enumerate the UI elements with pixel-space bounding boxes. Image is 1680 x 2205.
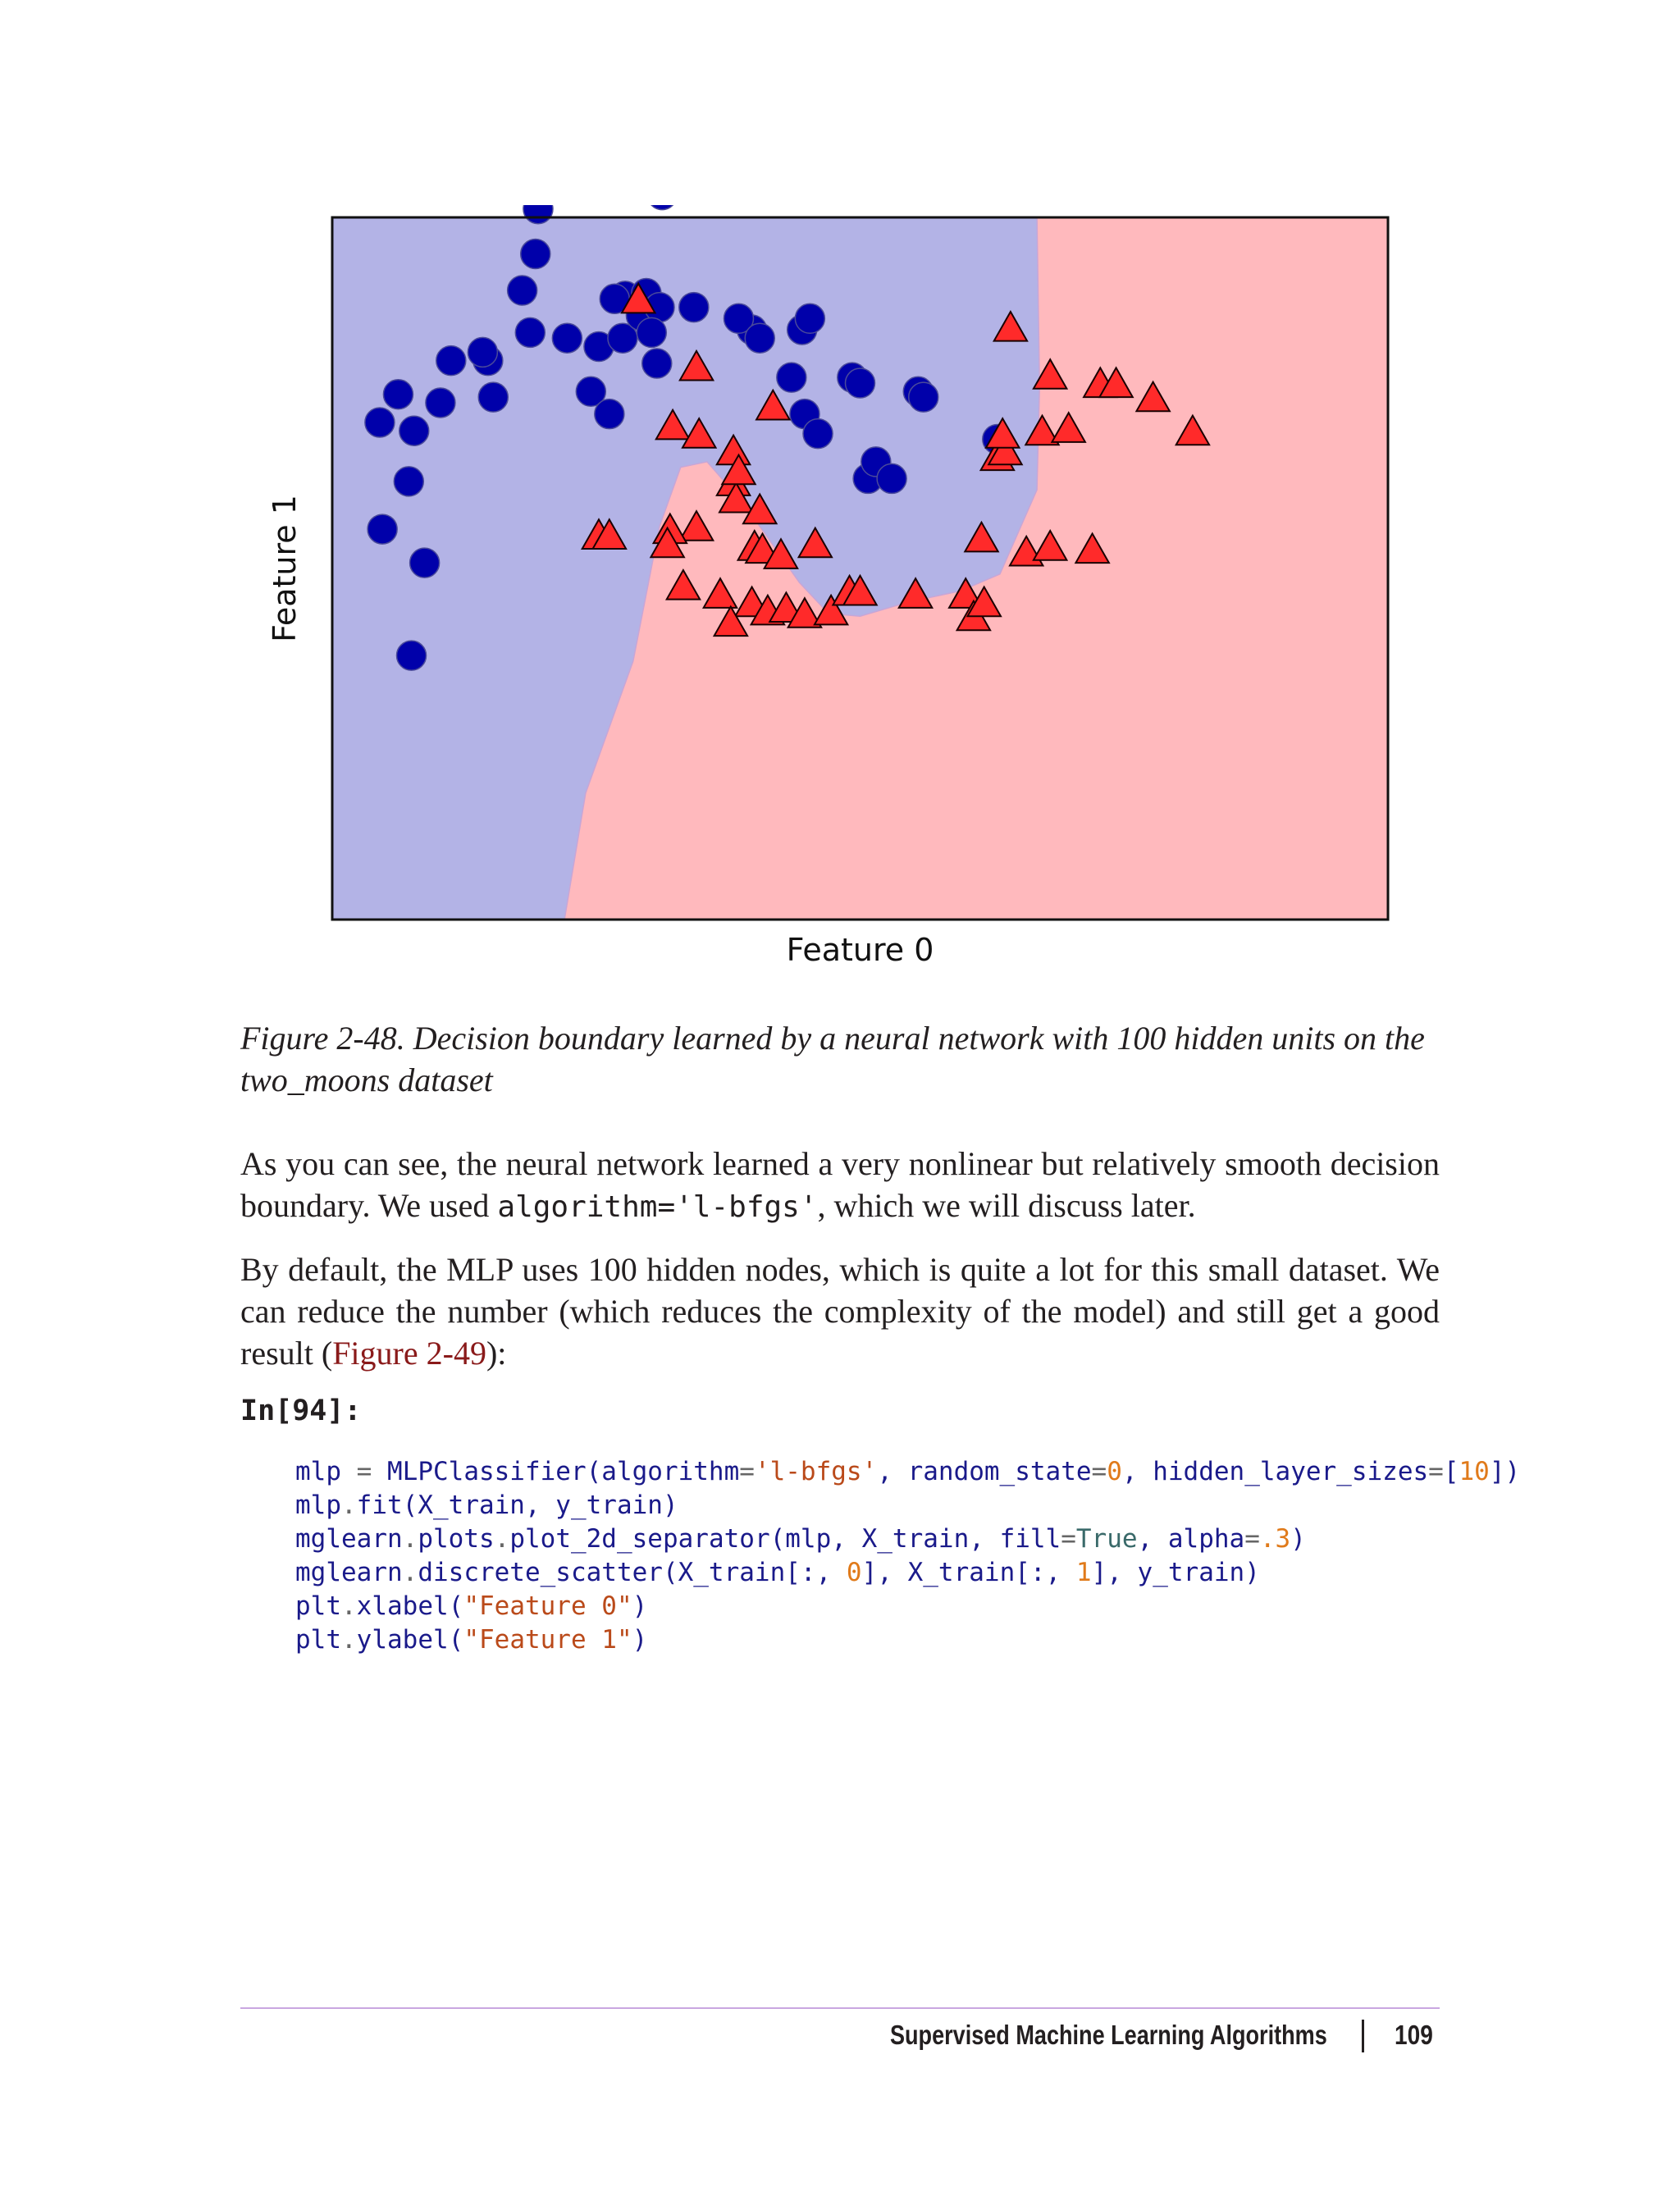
class-0-point	[575, 376, 607, 408]
class-1-point	[681, 417, 718, 449]
class-1-point	[742, 492, 778, 525]
code-cell-label: In[94]:	[240, 1395, 362, 1427]
class-0-point	[393, 466, 425, 497]
class-1-point	[1134, 380, 1171, 413]
code-line-6: plt.ylabel("Feature 1")	[295, 1625, 648, 1655]
class-1-point	[842, 573, 879, 606]
class-1-point	[963, 520, 1000, 553]
para1-text-a: As you can see, the neural network learn…	[240, 1145, 1440, 1224]
class-0-point	[382, 378, 414, 410]
code-block: mlp = MLPClassifier(algorithm='l-bfgs', …	[295, 1455, 1520, 1657]
class-1-point	[701, 577, 738, 609]
class-0-point	[723, 303, 755, 335]
inline-code: algorithm='l-bfgs'	[497, 1190, 818, 1224]
class-1-point	[1074, 532, 1111, 564]
class-0-point	[794, 303, 826, 335]
class-1-point	[1098, 366, 1134, 399]
class-1-point	[655, 408, 692, 441]
class-1-point	[786, 596, 823, 628]
class-1-point	[620, 281, 657, 314]
class-1-point	[897, 577, 934, 609]
paragraph-1: As you can see, the neural network learn…	[240, 1143, 1440, 1228]
code-line-4: mglearn.discrete_scatter(X_train[:, 0], …	[295, 1558, 1260, 1587]
class-1-point	[966, 585, 1002, 618]
para2-text-a: By default, the MLP uses 100 hidden node…	[240, 1251, 1440, 1372]
class-0-point	[506, 275, 538, 306]
class-0-point	[523, 205, 554, 225]
para2-text-b: ):	[486, 1335, 507, 1372]
class-0-point	[776, 362, 807, 393]
running-footer-title: Supervised Machine Learning Algorithms	[890, 2020, 1327, 2050]
class-0-point	[907, 381, 939, 413]
class-1-point	[813, 593, 850, 626]
para1-text-b: , which we will discuss later.	[817, 1187, 1196, 1224]
footer-rule	[240, 2007, 1440, 2009]
code-line-1: mlp = MLPClassifier(algorithm='l-bfgs', …	[295, 1457, 1521, 1486]
decision-boundary-figure: Feature 0 Feature 1	[271, 205, 1460, 993]
paragraph-2: By default, the MLP uses 100 hidden node…	[240, 1249, 1440, 1374]
class-0-point	[802, 418, 833, 450]
class-1-point	[678, 509, 715, 541]
code-line-2: mlp.fit(X_train, y_train)	[295, 1491, 678, 1520]
class-1-point	[1032, 528, 1069, 561]
footer-separator	[1362, 2020, 1364, 2052]
class-1-point	[755, 388, 792, 421]
figure-caption: Figure 2-48. Decision boundary learned b…	[240, 1020, 1425, 1098]
decision-boundary-line	[564, 217, 1041, 920]
class-0-point	[641, 348, 673, 379]
class-0-point	[467, 336, 499, 368]
class-1-point	[1174, 413, 1211, 446]
class-1-point	[678, 349, 715, 381]
class-1-point	[1050, 411, 1087, 443]
code-line-3: mglearn.plots.plot_2d_separator(mlp, X_t…	[295, 1524, 1306, 1554]
class-0-point	[398, 415, 430, 446]
class-0-point	[514, 317, 546, 349]
class-1-point	[987, 433, 1024, 466]
class-0-point	[436, 345, 467, 377]
plot-frame	[331, 216, 1390, 921]
class-1-point	[992, 309, 1029, 342]
figure-link[interactable]: Figure 2-49	[332, 1335, 486, 1372]
class-0-point	[551, 322, 583, 354]
class-0-point	[636, 317, 668, 349]
class-1-point	[762, 537, 799, 569]
class-0-point	[678, 291, 710, 323]
class-1-point	[797, 526, 833, 559]
class-1-point	[591, 518, 628, 550]
class-1-point	[1024, 413, 1061, 446]
class-1-point	[720, 453, 757, 486]
class-0-point	[409, 547, 441, 578]
class-0-point	[367, 514, 398, 545]
scatter-chart: Feature 0 Feature 1	[271, 205, 1390, 968]
class-0-point	[519, 238, 551, 270]
y-axis-label: Feature 1	[271, 495, 303, 642]
class-0-point	[395, 640, 427, 671]
class-0-point	[477, 381, 509, 413]
class-1-point	[718, 481, 755, 514]
class-0-point	[876, 463, 907, 495]
class-0-point	[425, 387, 456, 418]
class-1-region	[564, 217, 1388, 920]
class-0-point	[594, 398, 625, 430]
class-1-point	[984, 417, 1021, 449]
class-1-point	[649, 526, 686, 559]
class-1-point	[1032, 358, 1069, 390]
class-1-point	[664, 568, 701, 600]
x-axis-label: Feature 0	[787, 932, 934, 968]
class-0-point	[651, 205, 674, 211]
class-0-point	[844, 368, 876, 399]
page-number: 109	[1395, 2020, 1433, 2050]
code-line-5: plt.xlabel("Feature 0")	[295, 1591, 648, 1621]
class-0-point	[744, 322, 775, 354]
class-1-point	[712, 605, 749, 637]
class-0-point	[364, 407, 395, 438]
